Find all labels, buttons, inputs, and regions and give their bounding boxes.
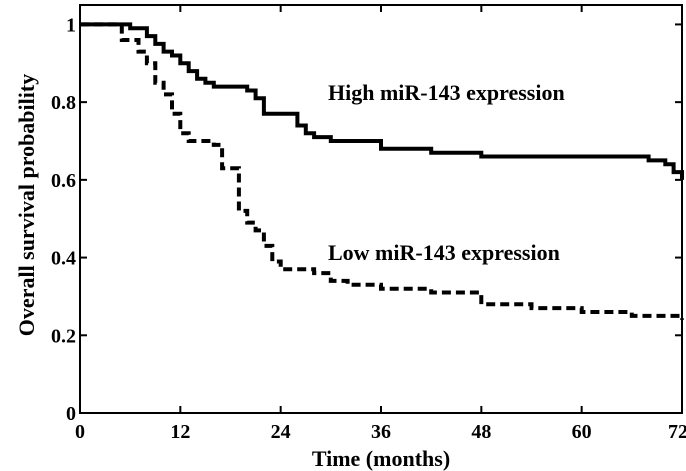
x-tick-label: 60 xyxy=(572,421,592,443)
annotation-low: Low miR-143 expression xyxy=(328,240,560,265)
annotation-high: High miR-143 expression xyxy=(328,80,565,105)
x-ticks: 0 12 24 36 48 60 72 xyxy=(75,5,686,443)
y-tick-label: 0.8 xyxy=(51,92,76,114)
y-axis-title: Overall survival probability xyxy=(14,74,39,336)
y-tick-label: 0.2 xyxy=(51,325,76,347)
y-tick-label: 0.4 xyxy=(51,248,76,270)
x-tick-label: 0 xyxy=(75,421,85,443)
series-low-line xyxy=(80,22,684,320)
x-tick-label: 12 xyxy=(170,421,190,443)
y-ticks: 0 0.2 0.4 0.6 0.8 1 xyxy=(51,14,682,425)
x-tick-label: 48 xyxy=(471,421,491,443)
series-layer xyxy=(80,22,684,320)
plot-frame xyxy=(79,4,683,414)
series-high-line xyxy=(80,22,684,180)
y-tick-label: 0 xyxy=(66,403,76,425)
x-tick-label: 36 xyxy=(371,421,391,443)
x-tick-label: 24 xyxy=(271,421,291,443)
x-axis-title: Time (months) xyxy=(312,446,450,471)
y-tick-label: 0.6 xyxy=(51,170,76,192)
y-tick-label: 1 xyxy=(66,14,76,36)
x-tick-label: 72 xyxy=(668,421,686,443)
